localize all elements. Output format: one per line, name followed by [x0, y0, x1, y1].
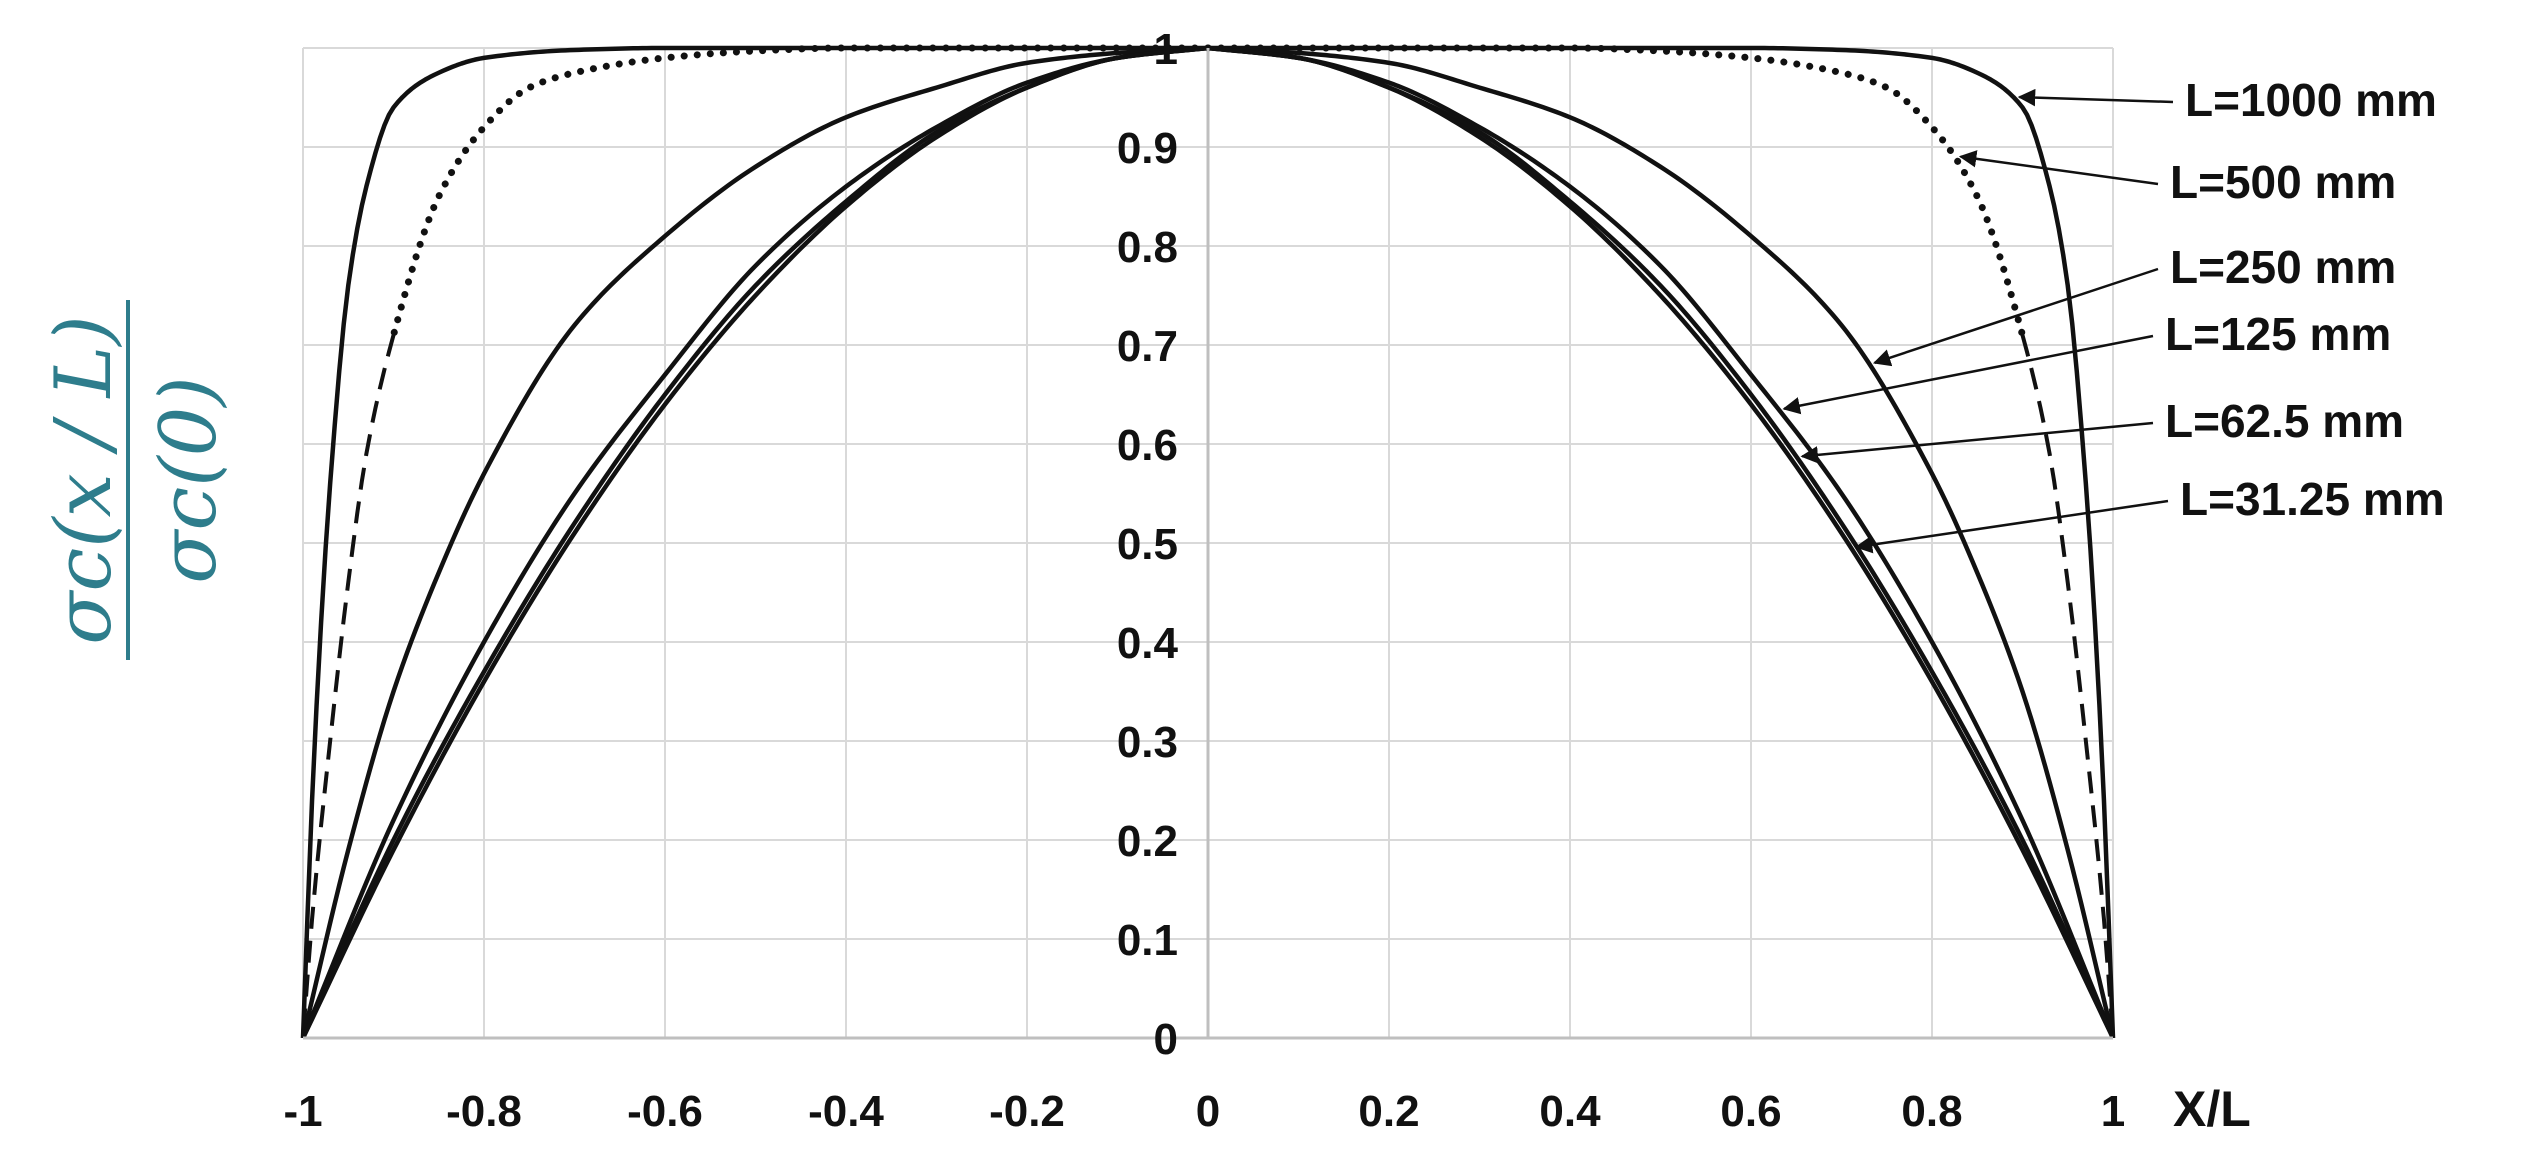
legend-arrow — [1782, 334, 2154, 415]
y-axis-title-numerator: σc(x / L) — [39, 315, 129, 644]
x-tick-label: 0.8 — [1901, 1087, 1962, 1136]
annotation-arrows — [1782, 88, 2174, 554]
y-tick-label: 0 — [1154, 1015, 1178, 1064]
legend-label: L=500 mm — [2170, 156, 2396, 208]
legend-label: L=62.5 mm — [2165, 395, 2404, 447]
series-line-l-500-mm — [390, 44, 1212, 339]
y-tick-label: 0.5 — [1117, 520, 1178, 569]
x-tick-label: 0.4 — [1539, 1087, 1601, 1136]
x-tick-label: 0.2 — [1358, 1087, 1419, 1136]
x-tick-label: -0.4 — [808, 1087, 884, 1136]
y-axis-title-denominator: σc(0) — [144, 376, 234, 583]
legend-arrow — [1958, 150, 2159, 186]
x-tick-label: 0 — [1196, 1087, 1220, 1136]
legend-arrow — [1872, 267, 2159, 367]
x-tick-label: -1 — [283, 1087, 322, 1136]
legend-arrow — [1800, 421, 2154, 464]
y-tick-label: 0.8 — [1117, 223, 1178, 272]
legend-arrow — [2017, 88, 2174, 107]
series-line-l-1000-mm — [1208, 45, 2116, 1039]
x-tick-label: 1 — [2101, 1087, 2125, 1136]
axes — [303, 48, 2113, 1040]
y-tick-label: 0.4 — [1117, 619, 1179, 668]
x-tick-label: -0.6 — [627, 1087, 703, 1136]
x-tick-label: 0.6 — [1720, 1087, 1781, 1136]
y-tick-label: 0.1 — [1117, 916, 1178, 965]
y-tick-label: 0.9 — [1117, 124, 1178, 173]
y-tick-label: 0.7 — [1117, 322, 1178, 371]
y-tick-label: 0.6 — [1117, 421, 1178, 470]
legend-label: L=1000 mm — [2185, 74, 2437, 126]
series-line-l-250-mm — [1207, 45, 2116, 1039]
labels: -1 -0.8 -0.6 -0.4 -0.2 0 0.2 0.4 0.6 0.8 1 0 0.1 0.2 0… — [283, 25, 2444, 1137]
series-line-l-31-25-mm — [1207, 45, 2116, 1039]
legend-label: L=31.25 mm — [2180, 473, 2445, 525]
series-line-l-1000-mm — [300, 45, 1208, 1039]
series-line-l-31-25-mm — [300, 45, 1209, 1039]
legend-label: L=125 mm — [2165, 308, 2391, 360]
series-line-l-500-mm — [301, 334, 396, 1039]
y-tick-label: 0.2 — [1117, 817, 1178, 866]
series-line-l-125-mm — [1207, 45, 2116, 1039]
legend-label: L=250 mm — [2170, 241, 2396, 293]
x-tick-label: -0.8 — [446, 1087, 522, 1136]
series-line-l-500-mm — [2020, 334, 2115, 1039]
y-tick-label: 0.3 — [1117, 718, 1178, 767]
x-axis-title: X/L — [2173, 1081, 2251, 1137]
series-lines — [300, 44, 2116, 1039]
series-line-l-500-mm — [1204, 44, 2026, 339]
y-tick-label: 1 — [1154, 25, 1178, 74]
series-line-l-250-mm — [300, 45, 1209, 1039]
y-axis-title: σc(x / L) σc(0) — [39, 300, 234, 660]
legend-arrow — [1854, 499, 2169, 554]
series-line-l-125-mm — [300, 45, 1209, 1039]
x-tick-label: -0.2 — [989, 1087, 1065, 1136]
